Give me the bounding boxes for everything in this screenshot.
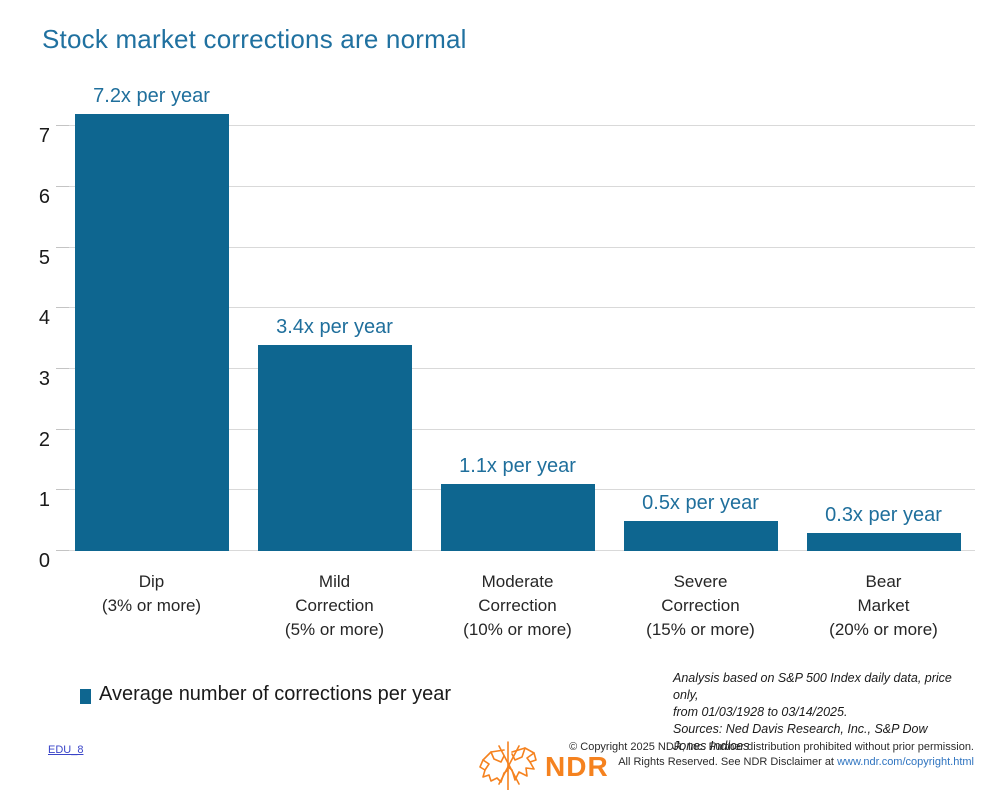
- copyright-link[interactable]: www.ndr.com/copyright.html: [837, 756, 974, 768]
- copyright-line1: © Copyright 2025 NDR, Inc. Further distr…: [569, 741, 974, 753]
- x-axis-category-label: Mild Correction (5% or more): [284, 572, 385, 639]
- bar-3: [623, 520, 778, 551]
- bar-chart: 0 1 2 3 4 5 6 7 7.2x per year Dip (3% or more) 3.4…: [39, 86, 975, 639]
- y-axis-tick-label: 4: [38, 307, 50, 330]
- ndr-logo: NDR: [477, 740, 609, 790]
- gridline: [62, 185, 975, 187]
- x-axis-category-label: Severe Correction (15% or more): [646, 572, 755, 639]
- legend-square-icon: [80, 688, 91, 704]
- y-axis-tick-label: 1: [38, 489, 50, 512]
- bar-0: [74, 114, 229, 551]
- bar-2: [440, 484, 595, 551]
- ndr-logo-text: NDR: [545, 751, 609, 782]
- chart-footnote: Analysis based on S&P 500 Index daily da…: [673, 671, 952, 753]
- y-axis-tick: [56, 367, 69, 369]
- y-axis-tick: [56, 428, 69, 430]
- y-axis-tick-label: 7: [38, 125, 50, 148]
- x-axis-category-label: Bear Market (20% or more): [829, 572, 938, 639]
- legend-label: Average number of corrections per year: [99, 683, 452, 705]
- x-axis-category-label: Dip (3% or more): [101, 572, 202, 615]
- bar-value-label: 3.4x per year: [276, 315, 393, 338]
- y-axis-tick-label: 5: [38, 246, 50, 269]
- bar-4: [806, 532, 961, 551]
- gridline: [62, 307, 975, 309]
- bar-value-label: 0.3x per year: [825, 503, 942, 526]
- gridline: [62, 125, 975, 127]
- y-axis-tick: [56, 125, 69, 127]
- copyright: © Copyright 2025 NDR, Inc. Further distr…: [569, 740, 974, 770]
- gridline: [62, 367, 975, 369]
- y-axis-tick: [56, 489, 69, 491]
- y-axis-tick-label: 3: [38, 367, 50, 390]
- gridline: [62, 428, 975, 430]
- y-axis-tick: [56, 550, 69, 551]
- y-axis-tick-label: 0: [38, 550, 50, 572]
- doc-id-link[interactable]: EDU_8: [48, 744, 84, 756]
- y-axis-tick: [56, 307, 69, 309]
- copyright-line2: All Rights Reserved. See NDR Disclaimer …: [618, 756, 974, 768]
- bull-bear-icon: [479, 741, 537, 790]
- page-title: Stock market corrections are normal: [42, 24, 467, 54]
- bar-value-label: 0.5x per year: [642, 491, 759, 514]
- x-axis-category-label: Moderate Correction (10% or more): [463, 572, 572, 639]
- legend: Average number of corrections per year: [80, 683, 451, 706]
- bar-value-label: 7.2x per year: [93, 85, 210, 107]
- y-axis-tick: [56, 185, 69, 187]
- y-axis-tick: [56, 246, 69, 248]
- y-axis-tick-label: 6: [38, 185, 50, 208]
- bar-1: [257, 344, 412, 551]
- y-axis-tick-label: 2: [38, 428, 50, 451]
- gridline: [62, 246, 975, 248]
- bar-value-label: 1.1x per year: [459, 455, 576, 478]
